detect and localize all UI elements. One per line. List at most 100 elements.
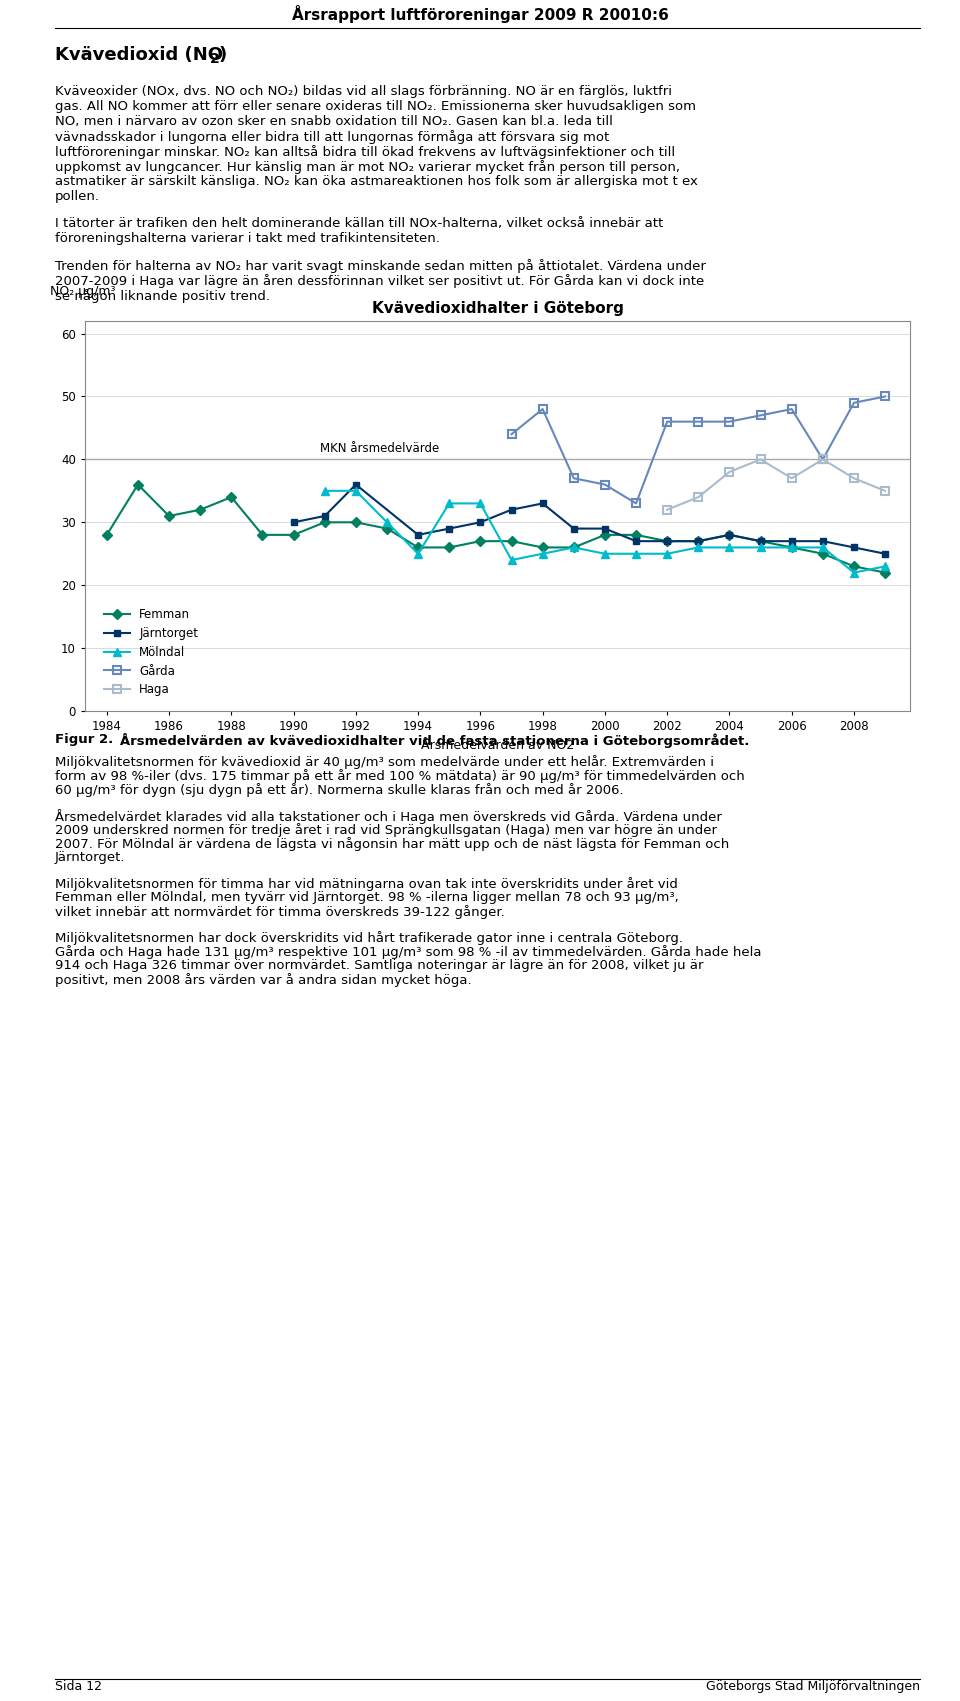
Femman [692,531,704,551]
Text: gas. All NO kommer att förr eller senare oxideras till NO₂. Emissionerna sker hu: gas. All NO kommer att förr eller senare… [55,100,696,112]
Line: Haga: Haga [663,456,889,514]
Femman [381,519,393,539]
Mölndal [350,481,362,502]
Femman [506,531,517,551]
Haga [786,468,798,488]
X-axis label: Årsmedelvärden av NO2: Årsmedelvärden av NO2 [420,738,574,752]
Femman [661,531,673,551]
Mölndal [319,481,330,502]
Mölndal [724,538,735,558]
Järntorget [755,531,766,551]
Femman [444,538,455,558]
Text: 2007. För Mölndal är värdena de lägsta vi någonsin har mätt upp och de näst lägs: 2007. För Mölndal är värdena de lägsta v… [55,837,730,850]
Gårda [724,412,735,432]
Gårda [755,405,766,425]
Line: Mölndal: Mölndal [321,486,889,577]
Järntorget [849,538,860,558]
Femman [319,512,330,532]
Femman [226,486,237,507]
Text: form av 98 %-iler (dvs. 175 timmar på ett år med 100 % mätdata) är 90 μg/m³ för : form av 98 %-iler (dvs. 175 timmar på et… [55,769,745,782]
Haga [661,500,673,521]
Järntorget [444,519,455,539]
Järntorget [692,531,704,551]
Text: NO, men i närvaro av ozon sker en snabb oxidation till NO₂. Gasen kan bl.a. leda: NO, men i närvaro av ozon sker en snabb … [55,116,612,128]
Mölndal [786,538,798,558]
Femman [879,563,891,583]
Järntorget [319,505,330,526]
Mölndal [631,544,642,565]
Gårda [786,398,798,418]
Legend: Femman, Järntorget, Mölndal, Gårda, Haga: Femman, Järntorget, Mölndal, Gårda, Haga [99,604,203,701]
Haga [849,468,860,488]
Järntorget [724,524,735,544]
Femman [817,544,828,565]
Femman [755,531,766,551]
Text: Järntorget.: Järntorget. [55,850,126,864]
Gårda [537,398,548,418]
Text: luftföroreningar minskar. NO₂ kan alltså bidra till ökad frekvens av luftvägsinf: luftföroreningar minskar. NO₂ kan alltså… [55,145,675,158]
Femman [350,512,362,532]
Järntorget [661,531,673,551]
Femman [195,500,206,521]
Text: 2007-2009 i Haga var lägre än åren dessförinnan vilket ser positivt ut. För Gård: 2007-2009 i Haga var lägre än åren dessf… [55,274,705,287]
Gårda [599,475,611,495]
Femman [568,538,580,558]
Text: astmatiker är särskilt känsliga. NO₂ kan öka astmareaktionen hos folk som är all: astmatiker är särskilt känsliga. NO₂ kan… [55,175,698,189]
Text: Gårda och Haga hade 131 μg/m³ respektive 101 μg/m³ som 98 % -il av timmedelvärde: Gårda och Haga hade 131 μg/m³ respektive… [55,946,761,959]
Text: Miljökvalitetsnormen för timma har vid mätningarna ovan tak inte överskridits un: Miljökvalitetsnormen för timma har vid m… [55,878,678,891]
Järntorget [879,544,891,565]
Text: MKN årsmedelvärde: MKN årsmedelvärde [320,442,440,454]
Femman [786,538,798,558]
Järntorget [474,512,486,532]
Järntorget [506,500,517,521]
Mölndal [413,544,424,565]
Femman [537,538,548,558]
Mölndal [599,544,611,565]
Haga [817,449,828,469]
Järntorget [288,512,300,532]
Text: Sida 12: Sida 12 [55,1679,102,1692]
Järntorget [568,519,580,539]
Text: Årsmedelvärdet klarades vid alla takstationer och i Haga men överskreds vid Gård: Årsmedelvärdet klarades vid alla takstat… [55,810,722,823]
Gårda [506,424,517,444]
Text: Miljökvalitetsnormen för kvävedioxid är 40 μg/m³ som medelvärde under ett helår.: Miljökvalitetsnormen för kvävedioxid är … [55,755,714,769]
Text: 914 och Haga 326 timmar över normvärdet. Samtliga noteringar är lägre än för 200: 914 och Haga 326 timmar över normvärdet.… [55,959,704,971]
Mölndal [849,563,860,583]
Femman [599,524,611,544]
Gårda [879,386,891,407]
Text: Trenden för halterna av NO₂ har varit svagt minskande sedan mitten på åttiotalet: Trenden för halterna av NO₂ har varit sv… [55,259,706,272]
Text: Femman eller Mölndal, men tyvärr vid Järntorget. 98 % -ilerna ligger mellan 78 o: Femman eller Mölndal, men tyvärr vid Jär… [55,891,679,903]
Text: se någon liknande positiv trend.: se någon liknande positiv trend. [55,289,270,303]
Järntorget [599,519,611,539]
Text: vävnadsskador i lungorna eller bidra till att lungornas förmåga att försvara sig: vävnadsskador i lungorna eller bidra til… [55,129,610,145]
Mölndal [444,493,455,514]
Haga [724,461,735,481]
Mölndal [506,549,517,570]
Title: Kvävedioxidhalter i Göteborg: Kvävedioxidhalter i Göteborg [372,301,623,316]
Text: Göteborgs Stad Miljöförvaltningen: Göteborgs Stad Miljöförvaltningen [706,1679,920,1692]
Femman [288,524,300,544]
Gårda [631,493,642,514]
Text: vilket innebär att normvärdet för timma överskreds 39-122 gånger.: vilket innebär att normvärdet för timma … [55,905,505,919]
Text: positivt, men 2008 års värden var å andra sidan mycket höga.: positivt, men 2008 års värden var å andr… [55,973,471,987]
Text: Kvävedioxid (NO: Kvävedioxid (NO [55,46,223,65]
Text: Årsmedelvärden av kvävedioxidhalter vid de fasta stationerna i Göteborgsområdet.: Årsmedelvärden av kvävedioxidhalter vid … [120,733,750,748]
Text: 2: 2 [210,53,220,66]
Femman [101,524,112,544]
Mölndal [537,544,548,565]
Gårda [661,412,673,432]
Mölndal [692,538,704,558]
Femman [413,538,424,558]
Text: Figur 2.: Figur 2. [55,733,113,747]
Text: Årsrapport luftföroreningar 2009 R 20010:6: Årsrapport luftföroreningar 2009 R 20010… [292,5,668,24]
Mölndal [755,538,766,558]
Haga [692,486,704,507]
Femman [256,524,268,544]
Gårda [692,412,704,432]
Femman [849,556,860,577]
Femman [631,524,642,544]
Mölndal [817,538,828,558]
Gårda [568,468,580,488]
Text: föroreningshalterna varierar i takt med trafikintensiteten.: föroreningshalterna varierar i takt med … [55,231,440,245]
Gårda [817,449,828,469]
